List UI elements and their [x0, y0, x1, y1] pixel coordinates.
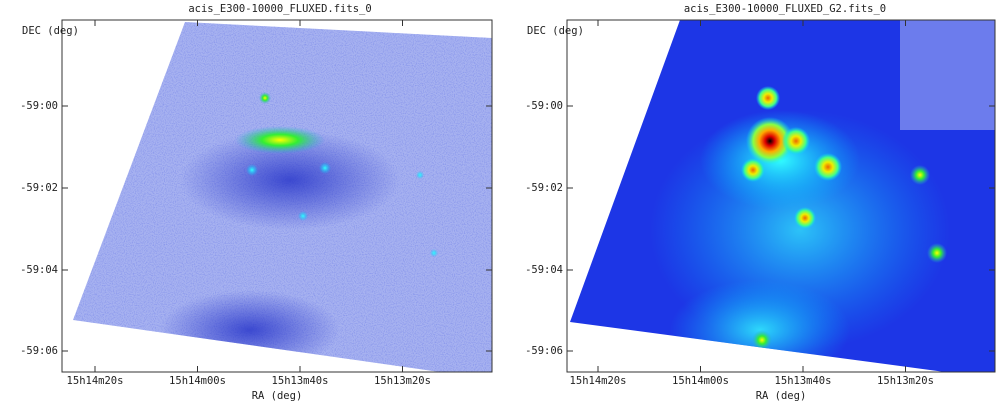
raw-image [73, 22, 492, 372]
x-tick-label: 15h13m20s [877, 375, 934, 387]
y-tick-label: -59:04 [525, 264, 563, 276]
y-tick-label: -59:02 [20, 182, 58, 194]
panel-title: acis_E300-10000_FLUXED_G2.fits_0 [684, 3, 886, 15]
y-tick-label: -59:00 [20, 100, 58, 112]
y-tick-label: -59:06 [20, 345, 58, 357]
y-axis-label: DEC (deg) [22, 25, 79, 37]
x-tick-label: 15h14m00s [672, 375, 729, 387]
x-axis-label: RA (deg) [756, 390, 807, 402]
x-tick-label: 15h14m20s [570, 375, 627, 387]
x-tick-label: 15h13m20s [374, 375, 431, 387]
x-tick-label: 15h14m20s [67, 375, 124, 387]
plot-frame [566, 19, 996, 373]
y-tick-label: -59:04 [20, 264, 58, 276]
plot-frame [61, 19, 493, 373]
x-axis-label: RA (deg) [252, 390, 303, 402]
y-tick-label: -59:00 [525, 100, 563, 112]
y-axis-label: DEC (deg) [527, 25, 584, 37]
x-tick-label: 15h14m00s [169, 375, 226, 387]
panel-title: acis_E300-10000_FLUXED.fits_0 [188, 3, 371, 15]
y-tick-label: -59:06 [525, 345, 563, 357]
y-tick-label: -59:02 [525, 182, 563, 194]
smoothed-image [570, 20, 995, 372]
x-tick-label: 15h13m40s [775, 375, 832, 387]
x-tick-label: 15h13m40s [272, 375, 329, 387]
